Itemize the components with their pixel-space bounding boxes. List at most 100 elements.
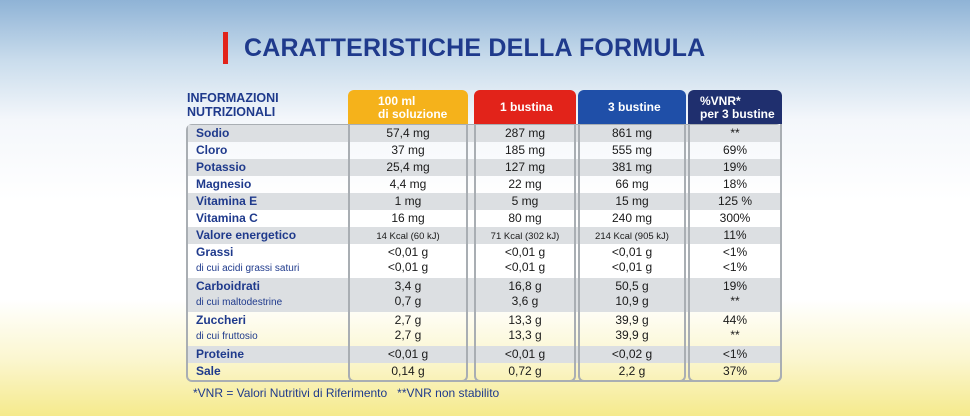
- value-cell: <0,01 g: [387, 245, 429, 259]
- value-cell: 381 mg: [611, 160, 653, 174]
- info-label-line1: INFORMAZIONI: [187, 91, 279, 105]
- sub-value-cell: 13,3 g: [508, 328, 542, 342]
- table-row: Grassi di cui acidi grassi saturi <0,01 g <…: [188, 244, 780, 278]
- value-cell: <0,01 g: [611, 245, 653, 259]
- sub-value-cell: <0,01 g: [611, 260, 653, 274]
- row-sublabel: di cui fruttosio: [196, 331, 258, 342]
- sub-value-cell: <0,01 g: [387, 260, 429, 274]
- row-sublabel: di cui acidi grassi saturi: [196, 263, 300, 274]
- value-cell: <0,01 g: [387, 347, 429, 361]
- value-cell: 4,4 mg: [389, 177, 427, 191]
- value-cell: 15 mg: [615, 194, 649, 208]
- row-label-text: Sodio: [196, 126, 230, 140]
- title-accent-bar: [223, 32, 228, 64]
- column-header-line1: 3 bustine: [608, 100, 661, 114]
- column-header-line1: 100 ml: [378, 94, 416, 108]
- row-label: Sodio: [196, 127, 229, 140]
- row-label-text: Cloro: [196, 143, 228, 157]
- sub-value-cell: 10,9 g: [615, 294, 649, 308]
- row-label: Zuccheri di cui fruttosio: [196, 314, 258, 343]
- value-cell: 0,14 g: [391, 364, 425, 378]
- table-row: Cloro 37 mg 185 mg 555 mg 69%: [188, 142, 780, 159]
- row-label-text: Sale: [196, 364, 221, 378]
- value-cell: 5 mg: [511, 194, 539, 208]
- row-label: Grassi di cui acidi grassi saturi: [196, 246, 299, 275]
- column-header-3: 3 bustine: [578, 90, 686, 124]
- column-header-line1: 1 bustina: [500, 100, 553, 114]
- sub-value-cell: **: [730, 328, 740, 342]
- row-label-text: Vitamina C: [196, 211, 258, 225]
- title-area: CARATTERISTICHE DELLA FORMULA: [223, 30, 705, 66]
- value-cell: 37 mg: [391, 143, 425, 157]
- column-header-4: %VNR* per 3 bustine: [688, 90, 782, 124]
- table-row: Proteine <0,01 g <0,01 g <0,02 g <1%: [188, 346, 780, 363]
- value-cell: 19%: [722, 160, 748, 174]
- value-cell: 37%: [722, 364, 748, 378]
- value-cell: 287 mg: [504, 126, 546, 140]
- table-row: Valore energetico 14 Kcal (60 kJ) 71 Kcal …: [188, 227, 780, 244]
- row-label: Valore energetico: [196, 229, 296, 242]
- value-cell: 18%: [722, 177, 748, 191]
- value-cell: 39,9 g: [615, 313, 649, 327]
- column-header-line1: %VNR*: [700, 94, 741, 108]
- row-label-text: Grassi: [196, 245, 234, 259]
- value-cell: 2,7 g: [394, 313, 422, 327]
- row-label: Vitamina E: [196, 195, 257, 208]
- row-label-text: Magnesio: [196, 177, 252, 191]
- value-cell: 240 mg: [611, 211, 653, 225]
- table-row: Carboidrati di cui maltodestrine 3,4 g 0,7 …: [188, 278, 780, 312]
- value-cell: 66 mg: [615, 177, 649, 191]
- table-row: Sodio 57,4 mg 287 mg 861 mg **: [188, 125, 780, 142]
- column-box-1: [348, 124, 468, 382]
- row-label-text: Zuccheri: [196, 313, 247, 327]
- value-cell: 25,4 mg: [386, 160, 430, 174]
- value-cell: 16 mg: [391, 211, 425, 225]
- row-label-text: Potassio: [196, 160, 247, 174]
- value-cell: 13,3 g: [508, 313, 542, 327]
- table-row: Potassio 25,4 mg 127 mg 381 mg 19%: [188, 159, 780, 176]
- column-box-3: [578, 124, 686, 382]
- sub-value-cell: <1%: [722, 260, 748, 274]
- footnote: *VNR = Valori Nutritivi di Riferimento *…: [193, 386, 500, 400]
- sub-value-cell: 39,9 g: [615, 328, 649, 342]
- column-header-1: 100 ml di soluzione: [348, 90, 468, 124]
- row-label-text: Proteine: [196, 347, 245, 361]
- row-label: Carboidrati di cui maltodestrine: [196, 280, 282, 309]
- row-label: Magnesio: [196, 178, 251, 191]
- value-cell: 50,5 g: [615, 279, 649, 293]
- row-label: Vitamina C: [196, 212, 258, 225]
- row-label: Cloro: [196, 144, 227, 157]
- table-row: Magnesio 4,4 mg 22 mg 66 mg 18%: [188, 176, 780, 193]
- value-cell: 861 mg: [611, 126, 653, 140]
- column-header-line2: per 3 bustine: [700, 107, 775, 121]
- value-cell: 300%: [719, 211, 751, 225]
- value-cell: <0,01 g: [504, 245, 546, 259]
- value-cell: 125 %: [717, 194, 753, 208]
- value-cell: <0,02 g: [611, 347, 653, 361]
- table-row: Vitamina E 1 mg 5 mg 15 mg 125 %: [188, 193, 780, 210]
- sub-value-cell: 0,7 g: [394, 294, 422, 308]
- table-row: Sale 0,14 g 0,72 g 2,2 g 37%: [188, 363, 780, 380]
- value-cell: 11%: [723, 228, 747, 242]
- value-cell: 57,4 mg: [386, 126, 430, 140]
- value-cell: 22 mg: [508, 177, 542, 191]
- column-header-line2: di soluzione: [378, 107, 448, 121]
- sub-value-cell: 2,7 g: [394, 328, 422, 342]
- value-cell: **: [730, 126, 740, 140]
- value-cell: 185 mg: [504, 143, 546, 157]
- value-cell: 555 mg: [611, 143, 653, 157]
- row-sublabel: di cui maltodestrine: [196, 297, 283, 308]
- column-header-2: 1 bustina: [474, 90, 576, 124]
- table-row: Vitamina C 16 mg 80 mg 240 mg 300%: [188, 210, 780, 227]
- sub-value-cell: 3,6 g: [511, 294, 539, 308]
- row-label: Sale: [196, 365, 221, 378]
- column-box-2: [474, 124, 576, 382]
- table-row: Zuccheri di cui fruttosio 2,7 g 2,7 g 13,3 g…: [188, 312, 780, 346]
- value-cell: 44%: [722, 313, 748, 327]
- info-label-line2: NUTRIZIONALI: [187, 105, 276, 119]
- column-box-4: [688, 124, 782, 382]
- value-cell: 71 Kcal (302 kJ): [490, 231, 560, 242]
- row-label: Potassio: [196, 161, 246, 174]
- row-label-text: Carboidrati: [196, 279, 261, 293]
- value-cell: <1%: [722, 347, 748, 361]
